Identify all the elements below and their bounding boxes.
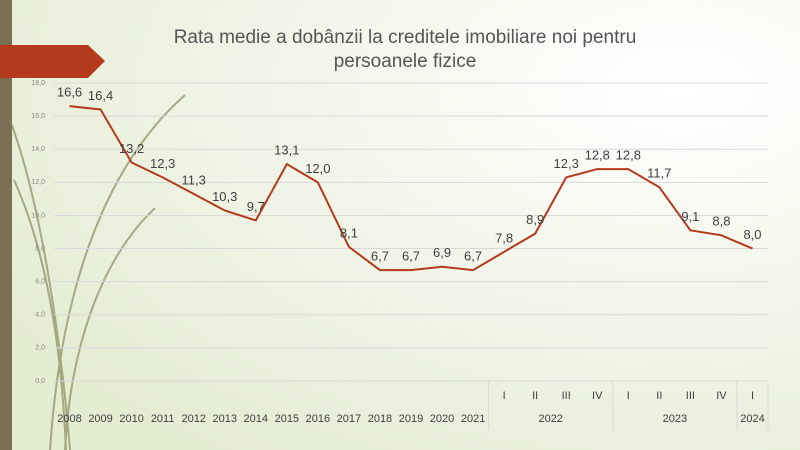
x-tick-label: 2017 — [337, 413, 361, 425]
y-tick-label: 0,0 — [35, 378, 45, 385]
data-label: 6,7 — [402, 249, 420, 264]
y-tick-label: 2,0 — [35, 345, 45, 352]
x-group-label: 2022 — [538, 413, 562, 425]
data-label: 16,4 — [88, 88, 113, 103]
x-tick-label: 2021 — [461, 413, 485, 425]
series-line — [69, 105, 753, 272]
data-label: 12,3 — [554, 156, 579, 171]
y-tick-label: 12,0 — [31, 179, 45, 186]
side-strip — [0, 0, 12, 450]
y-tick-label: 16,0 — [31, 113, 45, 120]
y-tick-label: 10,0 — [31, 212, 45, 219]
x-tick-label: 2020 — [430, 413, 454, 425]
x-tick-label: I — [627, 390, 630, 402]
data-label: 11,3 — [182, 172, 206, 187]
x-tick-label: 2015 — [275, 413, 299, 425]
data-label: 8,9 — [526, 212, 544, 227]
y-tick-label: 6,0 — [35, 279, 45, 286]
data-label: 7,8 — [495, 230, 513, 245]
data-label: 6,7 — [371, 249, 389, 264]
decoration-curves — [9, 94, 186, 450]
x-tick-label: 2019 — [399, 413, 423, 425]
x-tick-label: III — [562, 390, 571, 402]
data-label: 16,6 — [57, 85, 82, 100]
data-label: 12,8 — [585, 148, 610, 163]
data-label: 12,0 — [305, 161, 330, 176]
data-label: 12,8 — [616, 148, 641, 163]
title-arrow — [0, 45, 105, 78]
x-tick-label: 2014 — [244, 413, 268, 425]
x-tick-label: IV — [716, 390, 727, 402]
data-label: 6,7 — [464, 249, 482, 264]
data-label: 11,7 — [647, 166, 671, 181]
y-tick-label: 8,0 — [35, 245, 45, 252]
data-label: 9,7 — [247, 199, 265, 214]
y-tick-label: 18,0 — [31, 80, 45, 87]
x-tick-label: II — [532, 390, 538, 402]
data-label: 13,2 — [119, 141, 144, 156]
x-tick-label: 2018 — [368, 413, 392, 425]
x-tick-label: II — [656, 390, 662, 402]
x-tick-label: 2016 — [306, 413, 330, 425]
chart-title: Rata medie a dobânzii la creditele imobi… — [174, 27, 637, 48]
data-label: 8,8 — [712, 214, 730, 229]
chart-title: persoanele fizice — [334, 51, 477, 72]
x-tick-label: 2013 — [212, 413, 236, 425]
x-group-label: 2024 — [740, 413, 764, 425]
x-tick-label: 2011 — [151, 413, 175, 425]
data-label: 9,1 — [681, 209, 699, 224]
data-label: 10,3 — [212, 189, 237, 204]
x-tick-label: 2009 — [88, 413, 112, 425]
x-tick-label: 2012 — [181, 413, 205, 425]
x-tick-label: 2008 — [57, 413, 81, 425]
x-tick-label: I — [751, 390, 754, 402]
data-label: 6,9 — [433, 245, 451, 260]
data-label: 8,0 — [743, 227, 761, 242]
x-group-label: 2023 — [663, 413, 687, 425]
x-tick-label: IV — [592, 390, 603, 402]
x-tick-label: III — [686, 390, 695, 402]
y-tick-label: 14,0 — [31, 146, 45, 153]
x-tick-label: 2010 — [119, 413, 143, 425]
plot: 0,0 2,0 4,0 6,0 8,0 10,0 12,0 14,0 16,0 18,0 2008 2… — [31, 80, 769, 430]
x-tick-label: I — [503, 390, 506, 402]
data-label: 8,1 — [340, 225, 358, 240]
y-tick-label: 4,0 — [35, 312, 45, 319]
data-label: 12,3 — [150, 156, 175, 171]
data-label: 13,1 — [274, 143, 299, 158]
